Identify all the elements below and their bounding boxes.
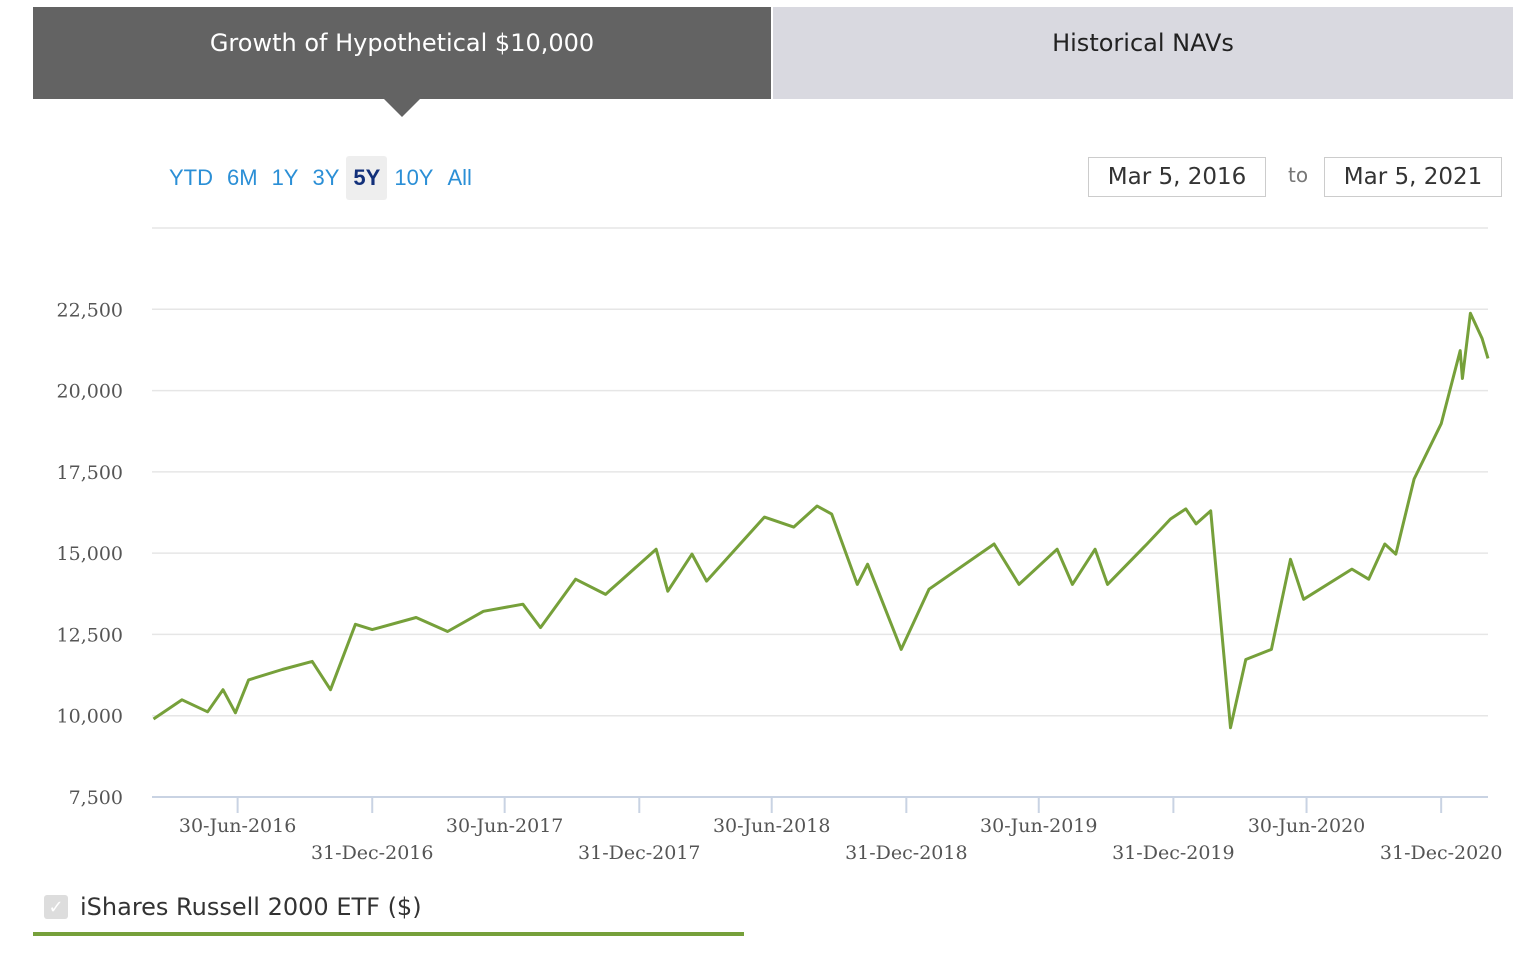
range-selector: YTD 6M 1Y 3Y 5Y 10Y All xyxy=(162,156,479,200)
series-line xyxy=(152,311,1490,730)
range-all-button[interactable]: All xyxy=(447,165,472,190)
range-1y-button[interactable]: 1Y xyxy=(271,165,299,190)
y-tick-label: 22,500 xyxy=(57,299,123,321)
x-tick-label: 31-Dec-2016 xyxy=(311,842,434,864)
x-tick-label: 31-Dec-2019 xyxy=(1112,842,1235,864)
from-date-input[interactable]: Mar 5, 2016 xyxy=(1088,157,1266,197)
y-tick-label: 20,000 xyxy=(57,381,123,403)
x-tick-label: 30-Jun-2017 xyxy=(446,815,563,837)
range-3y-button[interactable]: 3Y xyxy=(312,165,340,190)
to-label: to xyxy=(1288,163,1309,187)
tab-growth-of-10000[interactable]: Growth of Hypothetical $10,000 xyxy=(33,7,771,99)
x-tick-label: 31-Dec-2017 xyxy=(578,842,701,864)
legend-item[interactable]: ✓ iShares Russell 2000 ETF ($) xyxy=(44,893,422,921)
legend-checkbox[interactable]: ✓ xyxy=(44,895,68,919)
x-tick-label: 30-Jun-2018 xyxy=(713,815,830,837)
y-tick-label: 7,500 xyxy=(69,787,123,809)
x-tick-label: 30-Jun-2019 xyxy=(980,815,1097,837)
y-tick-label: 15,000 xyxy=(57,543,123,565)
y-tick-label: 10,000 xyxy=(57,706,123,728)
range-10y-button[interactable]: 10Y xyxy=(394,165,434,190)
tab-label: Growth of Hypothetical $10,000 xyxy=(209,29,595,57)
active-tab-pointer xyxy=(384,99,420,117)
to-date-input[interactable]: Mar 5, 2021 xyxy=(1324,157,1502,197)
x-tick-label: 30-Jun-2020 xyxy=(1248,815,1365,837)
legend-label: iShares Russell 2000 ETF ($) xyxy=(80,893,422,921)
tab-historical-navs[interactable]: Historical NAVs xyxy=(773,7,1513,99)
legend-color-line xyxy=(33,932,744,936)
tab-label: Historical NAVs xyxy=(1052,29,1234,57)
range-6m-button[interactable]: 6M xyxy=(227,165,258,190)
range-5y-button[interactable]: 5Y xyxy=(346,156,388,200)
y-tick-label: 12,500 xyxy=(57,624,123,646)
x-tick-label: 30-Jun-2016 xyxy=(179,815,296,837)
x-tick-label: 31-Dec-2018 xyxy=(845,842,968,864)
x-tick-label: 31-Dec-2020 xyxy=(1380,842,1503,864)
y-tick-label: 17,500 xyxy=(57,462,123,484)
range-ytd-button[interactable]: YTD xyxy=(169,165,213,190)
